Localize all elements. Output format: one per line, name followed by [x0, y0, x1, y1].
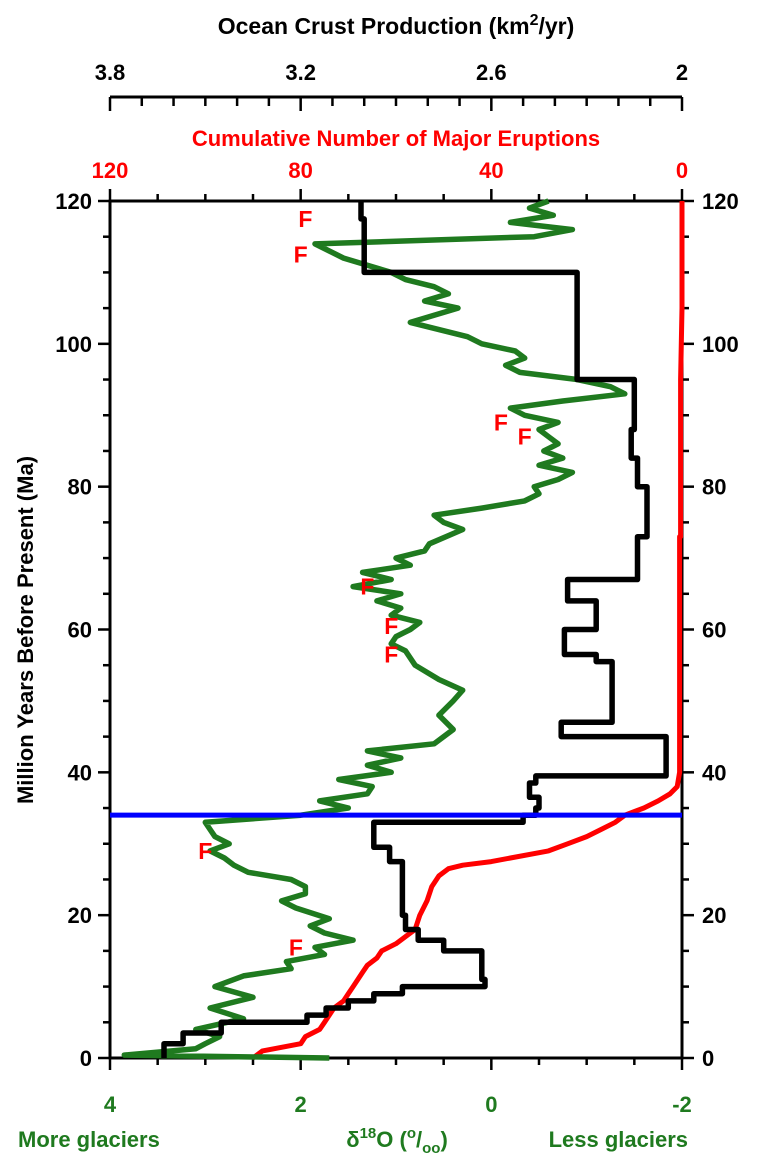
bottom-axis-label-center: δ18O (o/oo) [346, 1125, 448, 1157]
crust-axis-tick-label: 2.6 [476, 60, 507, 85]
ocean-crust-production-line [161, 201, 669, 1058]
right-axis-tick-label: 20 [702, 903, 726, 928]
benthic-18o-line [121, 198, 628, 1061]
eruptions-axis-tick-label: 80 [288, 158, 312, 183]
flood-basalt-label: F [384, 641, 398, 667]
flood-basalt-label: F [494, 409, 508, 435]
eruptions-axis-tick-labels: 120 80 40 0 [92, 158, 688, 183]
eruptions-axis-tick-label: 120 [92, 158, 129, 183]
d18o-main: O ( [376, 1127, 407, 1152]
crust-axis-tick-labels: 3.8 3.2 2.6 2 [95, 60, 688, 85]
top-axis-title-tail: /yr) [538, 13, 574, 39]
flood-basalt-label: F [360, 574, 374, 600]
flood-basalt-label: F [289, 934, 303, 960]
bottom-axis-label-left: More glaciers [18, 1127, 160, 1152]
right-axis-tick-label: 120 [702, 189, 739, 214]
flood-basalt-label: F [518, 424, 532, 450]
crust-axis-ticks [108, 97, 684, 111]
left-axis-tick-label: 60 [68, 618, 92, 643]
flood-basalt-label: F [294, 242, 308, 268]
left-axis-tick-label: 40 [68, 760, 92, 785]
flood-basalt-label: F [198, 838, 212, 864]
bottom-axis-tick-label: 0 [485, 1092, 497, 1117]
d18o-sup: 18 [360, 1125, 377, 1142]
flood-basalt-label: F [298, 206, 312, 232]
crust-axis-tick-label: 2 [676, 60, 688, 85]
left-axis-tick-label: 0 [80, 1046, 92, 1071]
permil-oo: oo [422, 1140, 440, 1157]
right-axis-tick-label: 100 [702, 332, 739, 357]
bottom-axis-label-right: Less glaciers [549, 1127, 688, 1152]
right-axis-tick-label: 60 [702, 618, 726, 643]
permil-slash: / [416, 1127, 422, 1152]
left-axis-tick-label: 100 [55, 332, 92, 357]
left-axis-tick-label: 120 [55, 189, 92, 214]
left-axis-tick-label: 80 [68, 475, 92, 500]
bottom-axis-tick-labels: 4 2 0 -2 [104, 1092, 692, 1117]
top-axis-title: Ocean Crust Production (km2/yr) [218, 12, 575, 39]
left-axis-label: Million Years Before Present (Ma) [13, 456, 38, 804]
eruptions-axis-tick-label: 40 [479, 158, 503, 183]
eruptions-axis-title: Cumulative Number of Major Eruptions [192, 126, 600, 151]
flood-basalt-label: F [384, 613, 398, 639]
right-axis-tick-label: 40 [702, 760, 726, 785]
permil-close: ) [440, 1127, 447, 1152]
top-axis-title-main: Ocean Crust Production (km [218, 13, 530, 39]
bottom-axis-tick-label: -2 [672, 1092, 692, 1117]
series-layer [121, 198, 685, 1061]
eruptions-axis-tick-label: 0 [676, 158, 688, 183]
top-axis-title-sup: 2 [530, 12, 539, 29]
d18o-delta: δ [346, 1127, 359, 1152]
right-axis-tick-labels: 0 20 40 60 80 100 120 [702, 189, 739, 1071]
bottom-axis-tick-label: 4 [104, 1092, 117, 1117]
crust-axis: 3.8 3.2 2.6 2 [95, 60, 688, 111]
crust-axis-tick-label: 3.8 [95, 60, 126, 85]
right-axis-tick-label: 0 [702, 1046, 714, 1071]
right-axis-tick-label: 80 [702, 475, 726, 500]
permil-o: o [407, 1125, 416, 1142]
left-axis-tick-label: 20 [68, 903, 92, 928]
left-axis-tick-labels: 0 20 40 60 80 100 120 [55, 189, 92, 1071]
crust-axis-tick-label: 3.2 [285, 60, 316, 85]
bottom-axis-tick-label: 2 [295, 1092, 307, 1117]
